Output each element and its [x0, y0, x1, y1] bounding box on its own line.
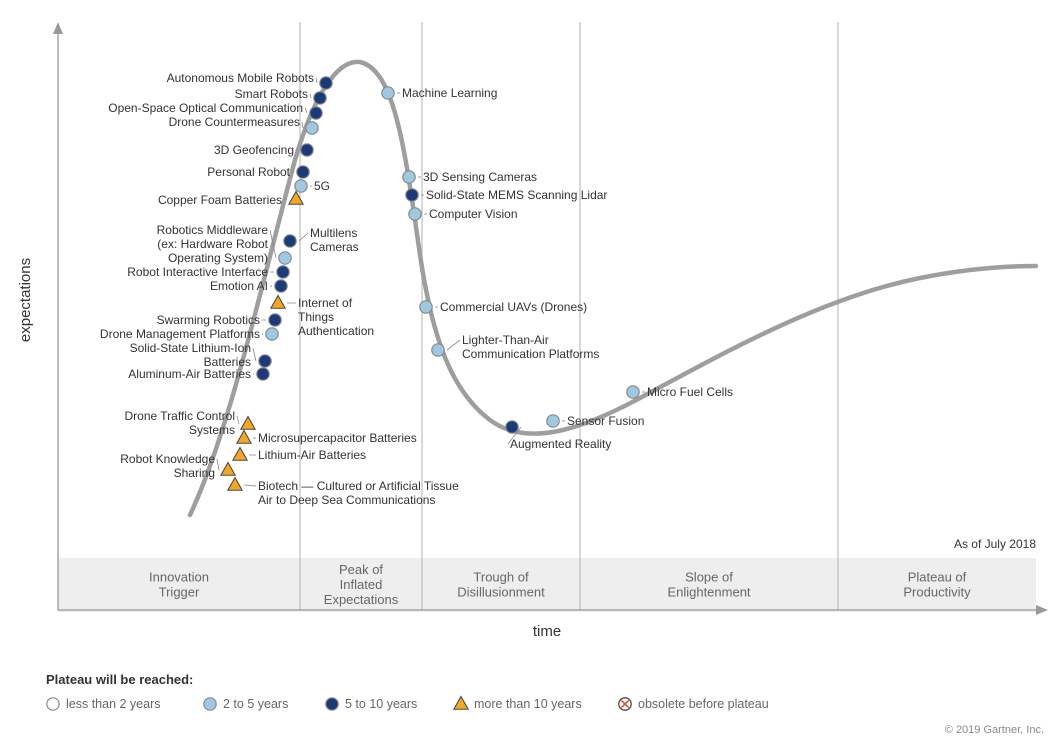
datapoint-label: Drone Traffic Control [125, 409, 236, 423]
datapoint-label: Machine Learning [402, 86, 497, 100]
datapoint: Solid-State MEMS Scanning Lidar [406, 188, 608, 202]
datapoint: Computer Vision [409, 207, 518, 221]
phase-label: Expectations [324, 592, 399, 607]
legend-item: more than 10 years [454, 697, 582, 712]
legend-item-label: more than 10 years [474, 697, 582, 711]
datapoint-label: Aluminum-Air Batteries [128, 367, 251, 381]
y-axis-arrow [53, 22, 63, 34]
datapoint-label: Smart Robots [235, 87, 308, 101]
phase-label: Disillusionment [457, 585, 545, 600]
datapoint-label: Operating System) [168, 251, 268, 265]
datapoints: Biotech — Cultured or Artificial TissueA… [100, 71, 733, 507]
datapoint: Biotech — Cultured or Artificial TissueA… [228, 478, 459, 508]
datapoint-label: 5G [314, 179, 330, 193]
datapoint-label: Lithium-Air Batteries [258, 448, 366, 462]
datapoint-label: Things [298, 310, 334, 324]
datapoint-label: Robot Interactive Interface [127, 265, 268, 279]
phase-label: Trough of [473, 570, 529, 585]
legend-item-label: less than 2 years [66, 697, 161, 711]
datapoint-label: Solid-State Lithium-Ion [130, 341, 251, 355]
as-of-label: As of July 2018 [954, 537, 1036, 551]
datapoint-label: Lighter-Than-Air [462, 333, 549, 347]
datapoint: Robot KnowledgeSharing [120, 452, 235, 480]
datapoint-label: Cameras [310, 240, 359, 254]
datapoint: Solid-State Lithium-IonBatteries [130, 341, 272, 369]
datapoint-label: Authentication [298, 324, 374, 338]
datapoint-label: Communication Platforms [462, 347, 599, 361]
datapoint-label: Batteries [204, 355, 251, 369]
datapoint: Emotion AI [210, 279, 287, 293]
datapoint: Drone Countermeasures [169, 115, 319, 134]
datapoint: Microsupercapacitor Batteries [237, 431, 417, 446]
x-axis-arrow [1036, 605, 1048, 615]
chart-container: InnovationTrigger Peak ofInflatedExpectat… [0, 0, 1052, 739]
datapoint-label: 3D Geofencing [214, 143, 294, 157]
datapoint: Internet ofThingsAuthentication [271, 296, 374, 339]
datapoint-label: Systems [189, 423, 235, 437]
x-axis-label: time [533, 623, 561, 640]
legend-item-label: 2 to 5 years [223, 697, 288, 711]
datapoint: MultilensCameras [284, 226, 359, 254]
phase-label: Slope of [685, 570, 733, 585]
datapoint-label: Air to Deep Sea Communications [258, 493, 435, 507]
hype-cycle-svg: InnovationTrigger Peak ofInflatedExpectat… [0, 0, 1052, 739]
datapoint: Copper Foam Batteries [158, 192, 303, 208]
datapoint-label: Robotics Middleware [157, 223, 269, 237]
datapoint: Robot Interactive Interface [127, 265, 289, 279]
datapoint-label: Multilens [310, 226, 357, 240]
datapoint-label: Computer Vision [429, 207, 518, 221]
datapoint: Drone Management Platforms [100, 327, 278, 341]
legend-item: obsolete before plateau [619, 697, 769, 711]
datapoint-label: Solid-State MEMS Scanning Lidar [426, 188, 607, 202]
datapoint: Commercial UAVs (Drones) [420, 300, 587, 314]
phase-label: Innovation [149, 570, 209, 585]
datapoint: Sensor Fusion [547, 414, 645, 428]
datapoint-label: Commercial UAVs (Drones) [440, 300, 587, 314]
copyright-label: © 2019 Gartner, Inc. [945, 724, 1044, 736]
phase-label: Plateau of [908, 570, 967, 585]
datapoint-label: Robot Knowledge [120, 452, 215, 466]
datapoint-label: Autonomous Mobile Robots [167, 71, 314, 85]
phase-label: Peak of [339, 562, 383, 577]
datapoint: Machine Learning [382, 86, 498, 100]
legend-item: 5 to 10 years [326, 697, 417, 711]
datapoint: 5G [295, 179, 330, 193]
datapoint: Aluminum-Air Batteries [128, 367, 269, 381]
datapoint-label: Drone Countermeasures [169, 115, 300, 129]
legend-item-label: 5 to 10 years [345, 697, 417, 711]
phase-label: Trigger [159, 585, 200, 600]
datapoint-label: Swarming Robotics [157, 313, 260, 327]
datapoint-label: Copper Foam Batteries [158, 193, 282, 207]
datapoint-label: Open-Space Optical Communication [108, 101, 303, 115]
datapoint-label: Sharing [174, 466, 215, 480]
datapoint-label: Augmented Reality [510, 437, 611, 451]
datapoint-label: 3D Sensing Cameras [423, 170, 537, 184]
datapoint-label: (ex: Hardware Robot [157, 237, 268, 251]
y-axis-label: expectations [17, 258, 34, 342]
legend-item: 2 to 5 years [204, 697, 289, 711]
datapoint-label: Microsupercapacitor Batteries [258, 431, 417, 445]
datapoint-label: Micro Fuel Cells [647, 385, 733, 399]
datapoint: 3D Sensing Cameras [403, 170, 537, 184]
datapoint: Swarming Robotics [157, 313, 282, 327]
datapoint: Drone Traffic ControlSystems [125, 409, 256, 437]
phase-label: Enlightenment [667, 585, 750, 600]
datapoint-label: Drone Management Platforms [100, 327, 260, 341]
datapoint: Lighter-Than-AirCommunication Platforms [432, 333, 600, 361]
phase-label: Inflated [340, 577, 383, 592]
datapoint-label: Internet of [298, 296, 353, 310]
datapoint-label: Emotion AI [210, 279, 268, 293]
legend-item: less than 2 years [47, 697, 161, 711]
legend: Plateau will be reached: less than 2 year… [46, 672, 769, 711]
phase-label: Productivity [903, 585, 971, 600]
datapoint-label: Personal Robot [207, 165, 290, 179]
legend-item-label: obsolete before plateau [638, 697, 769, 711]
datapoint-label: Sensor Fusion [567, 414, 644, 428]
datapoint-label: Biotech — Cultured or Artificial Tissue [258, 479, 459, 493]
legend-title: Plateau will be reached: [46, 672, 193, 687]
datapoint: Lithium-Air Batteries [233, 448, 366, 463]
phase-band [58, 558, 1036, 612]
